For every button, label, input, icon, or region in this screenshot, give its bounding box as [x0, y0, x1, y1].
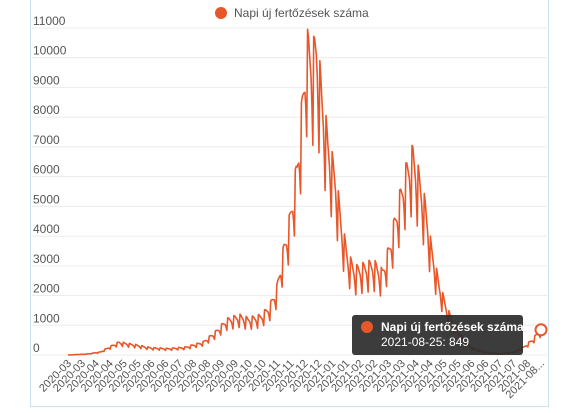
y-tick-label: 1000: [33, 311, 60, 325]
tooltip: Napi új fertőzések száma 2021-08-25: 849: [352, 315, 524, 355]
y-tick-label: 2000: [33, 282, 60, 296]
legend-label: Napi új fertőzések száma: [234, 6, 369, 20]
legend-marker: [215, 7, 227, 19]
y-axis: 0 1000 2000 3000 4000 5000 6000 7000 8000 9000 100…: [33, 14, 67, 355]
series-layer: [67, 28, 548, 356]
y-tick-label: 9000: [33, 73, 60, 87]
y-tick-label: 8000: [33, 103, 60, 117]
grid: [32, 27, 547, 356]
x-axis: 2020-032020-032020-042020-042020-052020-…: [37, 358, 547, 402]
tooltip-marker: [361, 321, 373, 333]
tooltip-box: [352, 315, 523, 355]
y-tick-label: 6000: [33, 163, 60, 177]
y-tick-label: 7000: [33, 133, 60, 147]
y-tick-label: 11000: [33, 14, 66, 28]
y-tick-label: 4000: [33, 222, 60, 236]
chart-frame: [30, 0, 549, 407]
y-tick-label: 5000: [33, 192, 60, 206]
y-tick-label: 0: [33, 341, 40, 355]
data-point[interactable]: [534, 323, 548, 337]
y-tick-label: 3000: [33, 252, 60, 266]
tooltip-title: Napi új fertőzések száma: [381, 320, 524, 334]
series-line[interactable]: [67, 28, 542, 356]
tooltip-value: 2021-08-25: 849: [381, 335, 469, 349]
y-tick-label: 10000: [33, 44, 67, 58]
legend[interactable]: Napi új fertőzések száma: [215, 6, 369, 20]
